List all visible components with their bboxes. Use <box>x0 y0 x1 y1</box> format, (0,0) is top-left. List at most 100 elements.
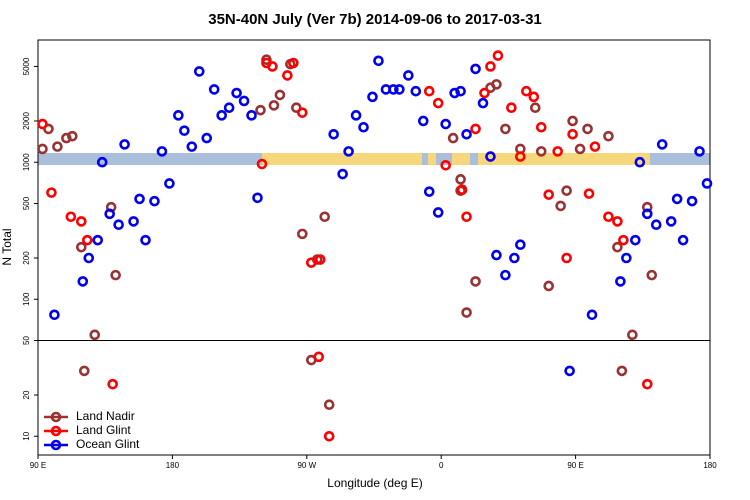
point <box>388 84 399 95</box>
y-tick-label: 1000 <box>22 153 31 171</box>
point <box>291 102 302 114</box>
point <box>529 102 541 114</box>
point <box>52 141 63 152</box>
y-tick-label: 50 <box>22 336 31 345</box>
point <box>394 84 405 95</box>
x-tick-label: 90 W <box>297 461 316 470</box>
point <box>470 123 481 135</box>
legend-label: Land Glint <box>76 423 131 437</box>
point <box>81 234 93 246</box>
point <box>583 188 595 199</box>
point <box>358 121 369 133</box>
point <box>238 95 250 107</box>
y-tick-label: 500 <box>22 196 31 210</box>
x-tick-label: 0 <box>439 461 444 470</box>
point <box>67 130 78 142</box>
point <box>328 128 339 140</box>
point <box>208 84 220 95</box>
point <box>46 187 57 198</box>
point <box>37 118 48 130</box>
point <box>535 121 547 133</box>
point <box>164 178 175 189</box>
y-axis-title: N Total <box>0 228 14 265</box>
point <box>509 252 520 264</box>
y-tick-label: 100 <box>22 292 31 306</box>
point <box>627 329 638 341</box>
point <box>246 110 257 121</box>
point <box>555 200 566 212</box>
point <box>65 211 77 223</box>
point <box>268 100 280 111</box>
point <box>612 216 623 227</box>
point <box>440 118 451 130</box>
point <box>634 156 646 168</box>
point <box>323 399 335 410</box>
point <box>561 252 572 264</box>
point <box>186 141 198 152</box>
point <box>535 146 547 157</box>
point <box>423 186 435 197</box>
point <box>274 89 286 101</box>
point <box>77 276 89 287</box>
point <box>677 234 689 246</box>
point <box>440 159 451 171</box>
point <box>107 378 118 390</box>
point <box>612 241 623 253</box>
point <box>461 128 472 140</box>
point <box>500 269 511 281</box>
point <box>515 151 526 162</box>
point <box>543 189 555 200</box>
point <box>104 208 115 220</box>
point <box>314 254 326 265</box>
point <box>574 143 586 155</box>
point <box>616 365 628 377</box>
point <box>179 125 190 136</box>
point <box>567 115 578 127</box>
point <box>173 110 184 121</box>
point <box>201 132 213 144</box>
point <box>665 216 677 227</box>
point <box>432 207 444 218</box>
legend-label: Land Nadir <box>76 409 135 423</box>
point <box>61 132 72 144</box>
y-tick-label: 2000 <box>22 112 31 130</box>
point <box>76 216 87 227</box>
point <box>671 193 683 205</box>
point <box>78 365 90 377</box>
point <box>37 143 48 155</box>
point <box>455 85 466 97</box>
point <box>216 110 227 121</box>
y-tick-label: 5000 <box>22 57 31 75</box>
point <box>567 128 578 140</box>
point <box>455 174 466 185</box>
point <box>621 252 632 264</box>
point <box>89 329 101 341</box>
point <box>641 208 653 220</box>
y-tick-label: 20 <box>22 390 31 399</box>
x-tick-label: 90 E <box>567 461 583 470</box>
point <box>485 151 496 162</box>
point <box>564 365 575 377</box>
point <box>491 249 502 261</box>
point <box>552 146 563 157</box>
point <box>470 63 481 75</box>
point <box>223 102 235 114</box>
point <box>543 280 555 292</box>
x-tick-label: 90 E <box>30 461 46 470</box>
point <box>149 195 160 207</box>
x-axis-title: Longitude (deg E) <box>327 476 422 490</box>
y-tick-label: 10 <box>22 431 31 440</box>
point <box>113 219 124 231</box>
legend-label: Ocean Glint <box>76 437 140 451</box>
point <box>231 87 242 99</box>
point <box>432 97 444 109</box>
point <box>282 70 293 81</box>
point <box>603 211 614 223</box>
point <box>193 66 205 77</box>
point <box>686 195 698 207</box>
point <box>485 61 496 72</box>
point <box>477 97 489 109</box>
point <box>323 430 335 442</box>
point <box>83 252 95 264</box>
